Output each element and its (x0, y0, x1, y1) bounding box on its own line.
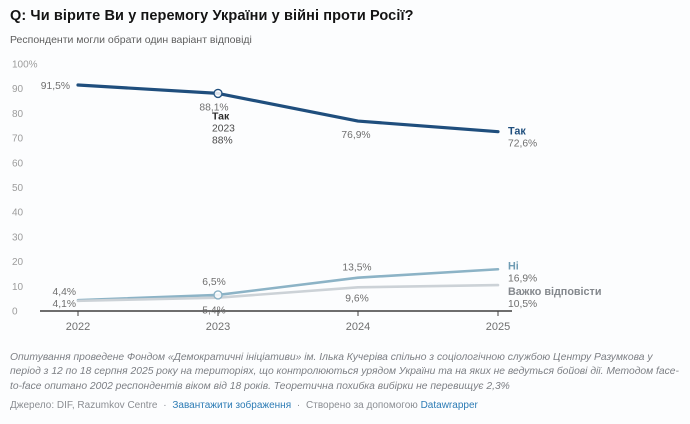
series-value-label-hard-to-answer: 10,5% (508, 299, 537, 310)
y-axis-tick-label: 50 (12, 183, 24, 194)
point-label-no-2024: 13,5% (342, 263, 371, 274)
y-axis-tick-label: 90 (12, 84, 24, 95)
y-axis-tick-label: 0 (12, 307, 18, 318)
y-axis-tick-label: 60 (12, 158, 24, 169)
y-axis-tick-label: 40 (12, 208, 24, 219)
x-axis-year-label: 2024 (346, 321, 370, 333)
methodology-notes: Опитування проведене Фондом «Демократичн… (10, 352, 679, 392)
series-value-label-no: 16,9% (508, 273, 537, 284)
tooltip-series-name: Так (212, 110, 230, 122)
series-name-label-hard-to-answer: Важко відповісти (508, 286, 602, 298)
point-label-hard-to-answer-2022: 4,1% (53, 299, 76, 310)
created-with-text: Створено за допомогою (306, 400, 418, 411)
x-axis-year-label: 2022 (66, 321, 90, 333)
chart-subtitle: Респонденти могли обрати один варіант ві… (10, 34, 252, 46)
tooltip-value: 88% (212, 135, 233, 146)
point-label-no-2023: 6,5% (202, 277, 225, 288)
source-line: Джерело: DIF, Razumkov Centre · Завантаж… (10, 400, 478, 411)
series-name-label-yes: Так (508, 126, 526, 138)
y-axis-tick-label: 100% (12, 60, 38, 71)
y-axis-tick-label: 10 (12, 282, 24, 293)
series-value-label-yes: 72,6% (508, 139, 537, 150)
point-label-hard-to-answer-2023: 5,4% (202, 306, 225, 317)
source-separator: · (163, 400, 167, 411)
hover-point-yes[interactable] (213, 88, 223, 99)
series-line-hard-to-answer[interactable] (76, 283, 500, 303)
source-separator: · (296, 400, 301, 411)
hover-point-no[interactable] (213, 290, 223, 300)
y-axis-tick-label: 20 (12, 257, 24, 268)
point-label-no-2022: 4,4% (53, 287, 76, 298)
x-axis-year-label: 2025 (486, 321, 510, 333)
series-line-no[interactable] (76, 267, 500, 302)
point-label-yes-2023: 88,1% (199, 102, 228, 113)
source-text: Джерело: DIF, Razumkov Centre (10, 400, 158, 411)
line-chart[interactable]: 100% 90 80 70 60 50 40 30 20 10 0 2022 2023 2024 2025 9… (0, 53, 690, 345)
download-image-link[interactable]: Завантажити зображення (172, 400, 292, 411)
series-line-yes[interactable] (76, 83, 500, 134)
y-axis-tick-label: 30 (12, 232, 24, 243)
point-label-yes-2024: 76,9% (341, 130, 370, 141)
x-axis-year-label: 2023 (206, 321, 230, 333)
tooltip-category: 2023 (212, 123, 235, 134)
y-axis-tick-label: 70 (12, 134, 24, 145)
datawrapper-link[interactable]: Datawrapper (420, 400, 478, 411)
y-axis-tick-label: 80 (12, 109, 24, 120)
point-label-yes-2022: 91,5% (41, 81, 70, 92)
chart-title: Q: Чи вірите Ви у перемогу України у вій… (10, 8, 414, 24)
point-label-hard-to-answer-2024: 9,6% (345, 293, 368, 304)
series-name-label-no: Ні (508, 260, 519, 272)
